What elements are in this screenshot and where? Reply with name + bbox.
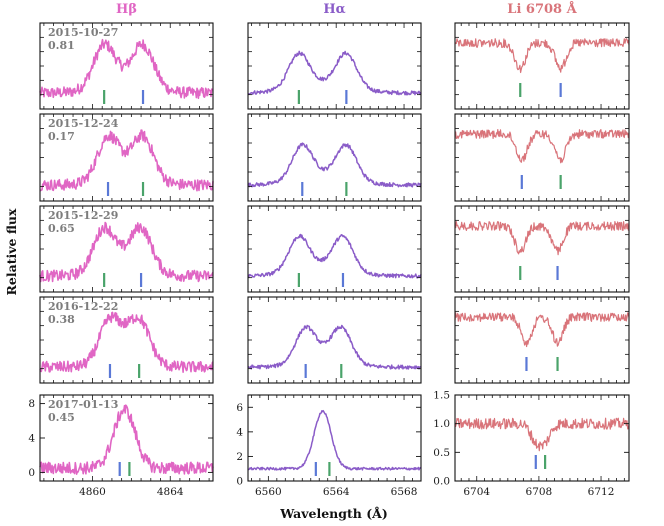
spectrum-line-li-4 <box>454 312 630 348</box>
observation-date: 2015-12-29 <box>48 209 118 222</box>
spectrum-line-hbeta-1 <box>39 38 214 100</box>
x-axis-label: Wavelength (Å) <box>279 506 388 521</box>
orbital-phase: 0.38 <box>48 313 75 326</box>
observation-date: 2017-01-13 <box>48 398 118 411</box>
column-title-li: Li 6708 Å <box>507 1 577 17</box>
panel-li-5: 0.0 0.5 1.0 1.5 6704 6708 6712 <box>433 390 630 498</box>
panel-li-3 <box>454 205 630 293</box>
spectrum-line-li-5 <box>454 417 630 452</box>
spectrum-line-halpha-2 <box>247 142 422 188</box>
panel-halpha-3 <box>247 205 422 293</box>
y-tick-label: 0 <box>28 467 35 479</box>
panel-frame <box>247 22 422 110</box>
x-tick-label: 6568 <box>391 486 418 498</box>
spectrum-line-hbeta-3 <box>39 221 214 283</box>
column-title-halpha: Hα <box>323 2 345 17</box>
x-tick-label: 6708 <box>526 486 553 498</box>
panel-halpha-4 <box>247 296 422 384</box>
y-tick-label: 0.5 <box>433 447 450 459</box>
panel-frame <box>454 205 630 293</box>
y-tick-label: 2 <box>236 451 243 463</box>
orbital-phase: 0.81 <box>48 39 75 52</box>
panel-frame <box>247 296 422 384</box>
observation-date: 2015-12-24 <box>48 117 119 130</box>
panel-hbeta-5: 0 4 8 4860 4864 2017-01-130.45 <box>28 394 214 498</box>
orbital-phase: 0.45 <box>48 411 75 424</box>
spectrum-line-halpha-5 <box>247 409 422 471</box>
y-tick-label: 0 <box>236 476 243 488</box>
panel-frame <box>247 394 422 482</box>
orbital-phase: 0.65 <box>48 222 75 235</box>
panel-hbeta-4: 2016-12-220.38 <box>39 296 214 384</box>
y-axis-label: Relative flux <box>4 208 19 295</box>
column-title-hbeta: Hβ <box>116 2 137 17</box>
panel-halpha-5: 0 2 4 6 6560 6564 6568 <box>236 394 422 498</box>
spectrum-line-hbeta-5 <box>39 404 214 476</box>
panel-hbeta-1: 2015-10-270.81 <box>39 22 214 110</box>
spectrum-line-hbeta-2 <box>39 129 214 192</box>
observation-date: 2016-12-22 <box>48 300 118 313</box>
panel-frame <box>454 22 630 110</box>
panel-frame <box>247 205 422 293</box>
y-tick-label: 1.0 <box>433 418 450 430</box>
y-tick-label: 4 <box>28 433 35 445</box>
x-tick-label: 4860 <box>79 486 106 498</box>
panel-hbeta-2: 2015-12-240.17 <box>39 113 214 202</box>
spectrum-line-li-3 <box>454 221 630 256</box>
x-tick-label: 6564 <box>323 486 350 498</box>
orbital-phase: 0.17 <box>48 130 75 143</box>
y-tick-label: 8 <box>28 398 35 410</box>
spectrum-line-halpha-3 <box>247 233 422 279</box>
y-tick-label: 6 <box>236 402 243 414</box>
spectrum-line-halpha-1 <box>247 50 422 96</box>
observation-date: 2015-10-27 <box>48 26 118 39</box>
panel-frame <box>454 296 630 384</box>
panel-halpha-2 <box>247 113 422 202</box>
spectrum-line-li-2 <box>454 129 630 164</box>
panel-li-4 <box>454 296 630 384</box>
x-tick-label: 6712 <box>588 486 615 498</box>
y-tick-label: 0.0 <box>433 476 450 488</box>
panel-frame <box>454 394 630 482</box>
x-tick-label: 6560 <box>255 486 282 498</box>
x-tick-label: 6704 <box>463 486 490 498</box>
spectrum-line-li-1 <box>454 38 630 74</box>
panel-li-2 <box>454 113 630 202</box>
panel-hbeta-3: 2015-12-290.65 <box>39 205 214 293</box>
spectrum-line-halpha-4 <box>247 324 422 370</box>
spectrum-line-hbeta-4 <box>39 311 214 374</box>
panel-li-1 <box>454 22 630 110</box>
y-tick-label: 1.5 <box>433 390 450 402</box>
panel-frame <box>454 113 630 202</box>
panel-halpha-1 <box>247 22 422 110</box>
x-tick-label: 4864 <box>157 486 184 498</box>
y-tick-label: 4 <box>236 426 243 438</box>
